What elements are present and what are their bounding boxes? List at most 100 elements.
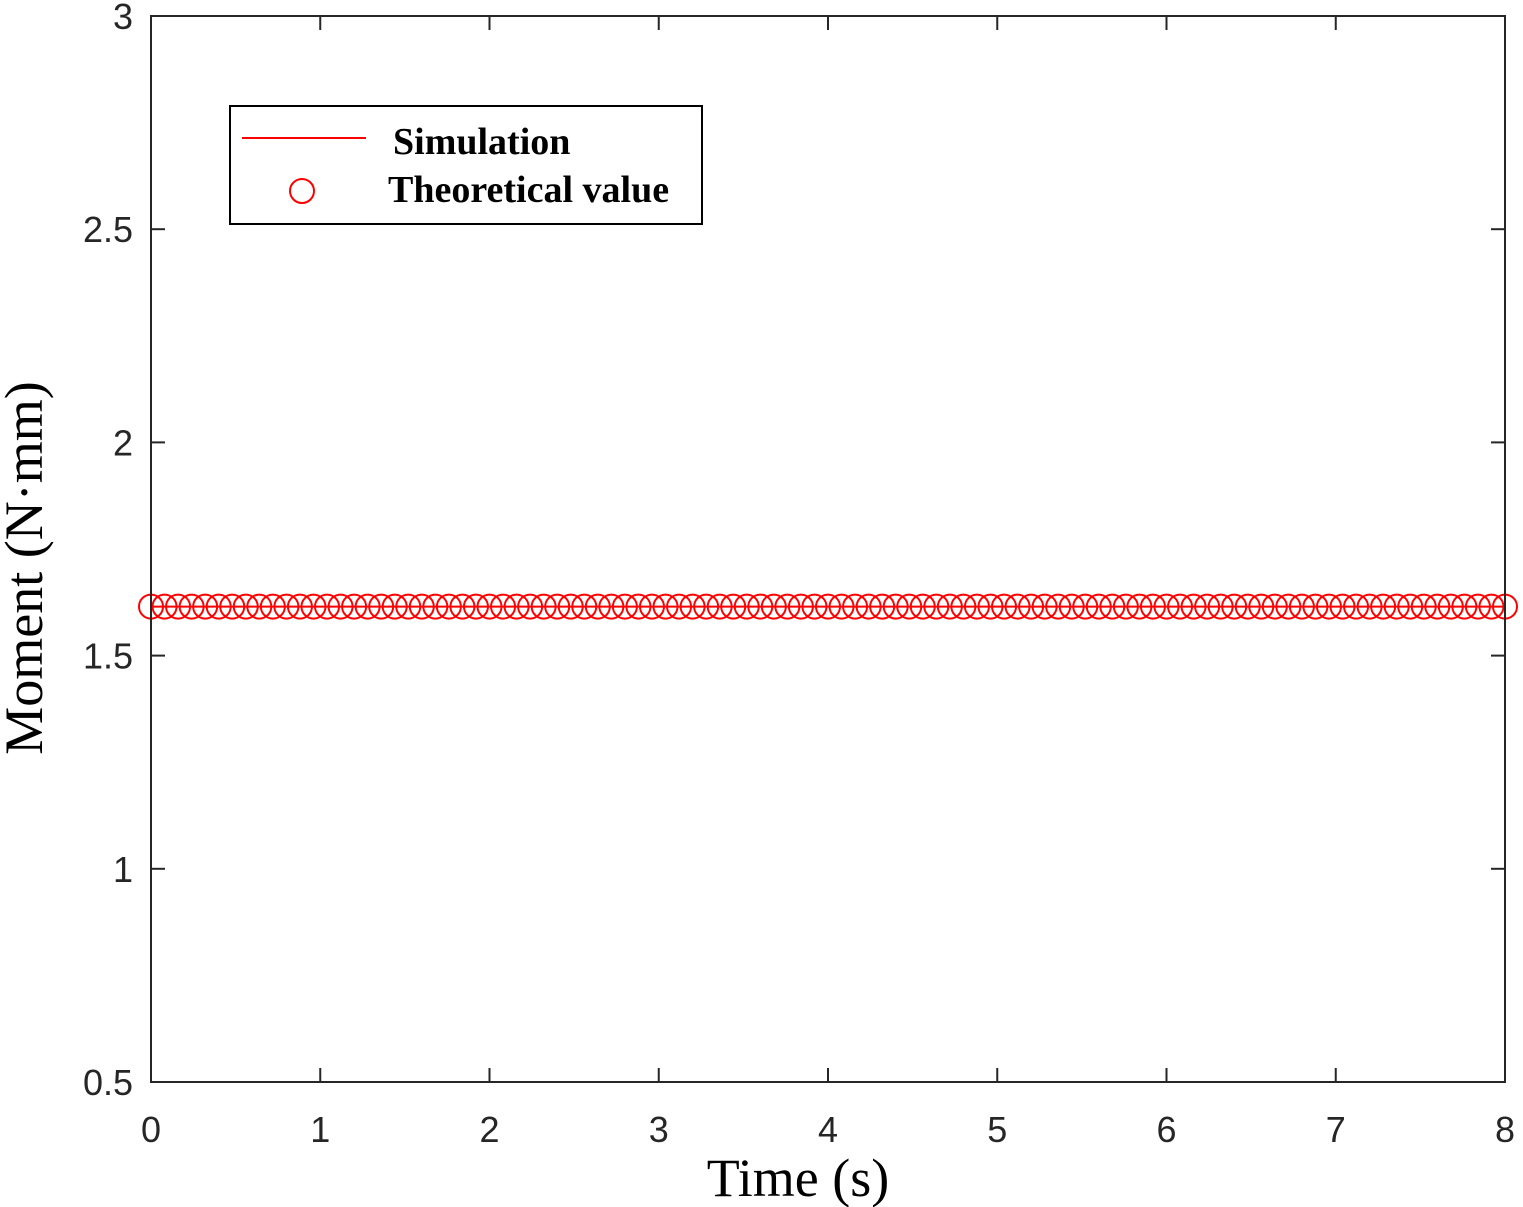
theoretical-value-point: [368, 593, 395, 620]
theoretical-value-point: [422, 593, 449, 620]
theoretical-value-point: [435, 593, 462, 620]
series-layer: [138, 593, 1518, 620]
theoretical-value-point: [1180, 593, 1207, 620]
theoretical-value-point: [490, 593, 517, 620]
theoretical-value-point: [1112, 593, 1139, 620]
theoretical-value-point: [896, 593, 923, 620]
theoretical-value-point: [855, 593, 882, 620]
theoretical-value-point: [991, 593, 1018, 620]
y-tick-label: 1.5: [83, 636, 133, 677]
x-tick-label: 1: [310, 1109, 330, 1150]
theoretical-value-point: [1031, 593, 1058, 620]
theoretical-value-point: [963, 593, 990, 620]
axes-box: [150, 15, 1506, 1083]
theoretical-value-point: [273, 593, 300, 620]
theoretical-value-point: [1315, 593, 1342, 620]
x-axis-ticks: 0 1 2 3 4 5 6 7 8: [141, 16, 1515, 1150]
theoretical-value-point: [1248, 593, 1275, 620]
theoretical-value-point: [1207, 593, 1234, 620]
theoretical-value-point: [1383, 593, 1410, 620]
x-tick-label: 4: [818, 1109, 838, 1150]
theoretical-value-point: [1058, 593, 1085, 620]
theoretical-value-point: [747, 593, 774, 620]
theoretical-value-point: [395, 593, 422, 620]
theoretical-value-point: [314, 593, 341, 620]
theoretical-value-point: [1018, 593, 1045, 620]
theoretical-value-point: [1410, 593, 1437, 620]
theoretical-value-point: [1099, 593, 1126, 620]
theoretical-value-point: [923, 593, 950, 620]
theoretical-value-point: [638, 593, 665, 620]
theoretical-value-point: [381, 593, 408, 620]
theoretical-value-point: [1234, 593, 1261, 620]
theoretical-value-point: [909, 593, 936, 620]
theoretical-value-point: [205, 593, 232, 620]
legend-theoretical-label: Theoretical value: [388, 169, 669, 211]
theoretical-value-point: [1085, 593, 1112, 620]
theoretical-value-point: [774, 593, 801, 620]
theoretical-value-point: [1356, 593, 1383, 620]
theoretical-value-point: [977, 593, 1004, 620]
theoretical-value-point: [625, 593, 652, 620]
theoretical-value-point: [666, 593, 693, 620]
theoretical-value-point: [151, 593, 178, 620]
theoretical-value-point: [584, 593, 611, 620]
theoretical-value-point: [1153, 593, 1180, 620]
x-tick-label: 3: [649, 1109, 669, 1150]
theoretical-value-point: [679, 593, 706, 620]
legend-simulation-label: Simulation: [393, 121, 570, 163]
y-axis-title: Moment (N·mm): [0, 381, 54, 754]
theoretical-value-point: [462, 593, 489, 620]
y-tick-label: 3: [113, 0, 133, 37]
theoretical-value-point: [1424, 593, 1451, 620]
x-tick-label: 5: [987, 1109, 1007, 1150]
theoretical-value-point: [408, 593, 435, 620]
theoretical-value-point: [936, 593, 963, 620]
theoretical-value-point: [1451, 593, 1478, 620]
theoretical-value-point: [760, 593, 787, 620]
x-tick-label: 8: [1495, 1109, 1515, 1150]
theoretical-value-point: [232, 593, 259, 620]
theoretical-value-point: [828, 593, 855, 620]
theoretical-value-point: [259, 593, 286, 620]
theoretical-value-point: [869, 593, 896, 620]
y-tick-label: 2.5: [83, 209, 133, 250]
theoretical-value-point: [1072, 593, 1099, 620]
x-tick-label: 0: [141, 1109, 161, 1150]
theoretical-value-point: [1139, 593, 1166, 620]
theoretical-value-point: [165, 593, 192, 620]
theoretical-value-point: [611, 593, 638, 620]
theoretical-value-point: [1194, 593, 1221, 620]
theoretical-value-point: [327, 593, 354, 620]
theoretical-value-point: [354, 593, 381, 620]
theoretical-value-point: [557, 593, 584, 620]
x-tick-label: 6: [1156, 1109, 1176, 1150]
y-tick-label: 2: [113, 422, 133, 463]
theoretical-value-point: [219, 593, 246, 620]
theoretical-value-point: [787, 593, 814, 620]
x-tick-label: 7: [1326, 1109, 1346, 1150]
theoretical-value-point: [544, 593, 571, 620]
theoretical-value-point: [706, 593, 733, 620]
theoretical-value-point: [598, 593, 625, 620]
theoretical-value-point: [449, 593, 476, 620]
x-tick-label: 2: [479, 1109, 499, 1150]
theoretical-value-point: [1370, 593, 1397, 620]
theoretical-value-point: [1221, 593, 1248, 620]
legend-theoretical-circle-icon: [289, 178, 315, 204]
x-axis-title: Time (s): [707, 1148, 890, 1207]
theoretical-value-point: [476, 593, 503, 620]
theoretical-value-point: [517, 593, 544, 620]
theoretical-value-point: [1045, 593, 1072, 620]
theoretical-value-point: [192, 593, 219, 620]
theoretical-value-point: [1329, 593, 1356, 620]
theoretical-value-point: [341, 593, 368, 620]
theoretical-value-point: [801, 593, 828, 620]
theoretical-value-point: [1275, 593, 1302, 620]
theoretical-value-point: [1261, 593, 1288, 620]
theoretical-value-point: [1397, 593, 1424, 620]
legend-box: [229, 105, 703, 225]
theoretical-value-point: [882, 593, 909, 620]
theoretical-value-point: [1004, 593, 1031, 620]
